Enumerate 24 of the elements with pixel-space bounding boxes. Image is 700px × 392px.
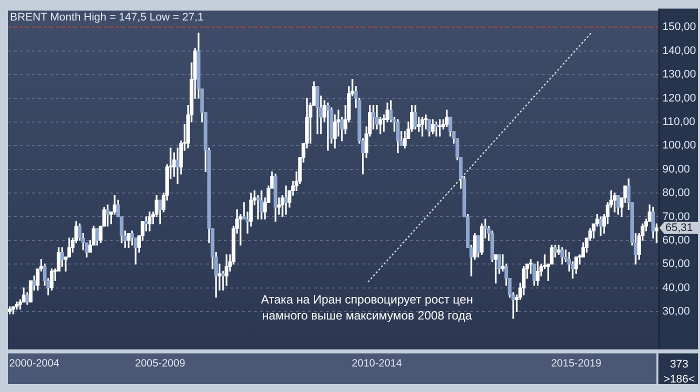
y-tick-label: 130,00	[662, 68, 696, 81]
text: 373	[670, 358, 688, 370]
y-tick-label: 50,00	[662, 258, 690, 270]
y-tick-label: 110,00	[662, 116, 696, 128]
candlestick	[326, 102, 330, 151]
text: >186<	[664, 373, 695, 386]
x-tick-label: 2010-2014	[352, 358, 402, 370]
y-tick-label: 30,00	[662, 306, 690, 318]
y-tick-label: 140,00	[662, 44, 696, 57]
y-tick-label: 150,00	[662, 21, 696, 34]
y-tick-label: 80,00	[662, 187, 690, 200]
candlestick	[284, 186, 288, 215]
x-tick-label: 2015-2019	[551, 358, 602, 370]
y-tick-label: 40,00	[662, 282, 690, 294]
x-tick-label: 2000-2004	[9, 358, 60, 370]
annotation: 65,31	[665, 222, 693, 234]
y-tick-label: 70,00	[662, 210, 690, 223]
y-tick-label: 90,00	[662, 163, 690, 176]
chart-title: BRENT Month High = 147,5 Low = 27,1	[10, 12, 204, 24]
y-tick-label: 120,00	[662, 92, 696, 104]
annotation: Атака на Иран спровоцирует рост цен намного выше максимумов 2008 года	[261, 292, 473, 322]
x-tick-label: 2005-2009	[134, 358, 186, 370]
y-tick-label: 100,00	[662, 140, 696, 152]
y-tick-label: 60,00	[662, 234, 690, 246]
